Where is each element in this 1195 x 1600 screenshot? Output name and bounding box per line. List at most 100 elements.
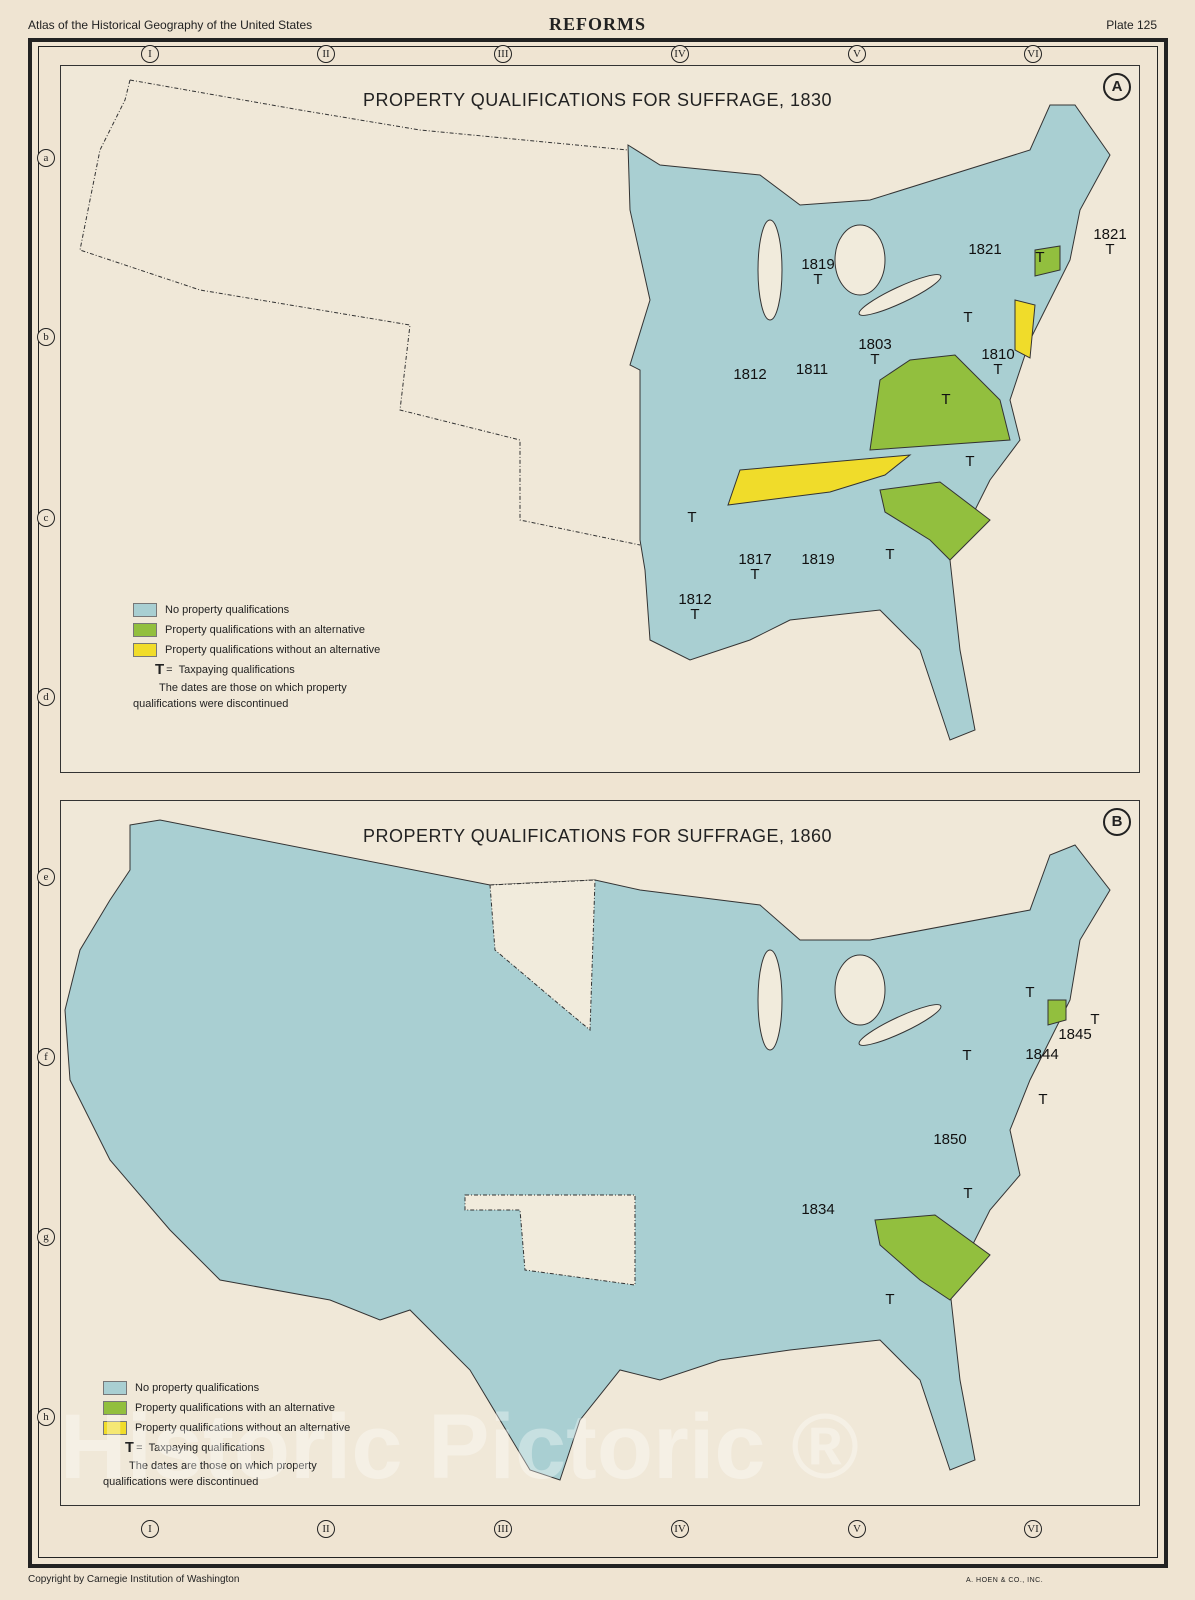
state-label: 1850 <box>933 1131 967 1148</box>
equals-sign: = <box>166 664 173 676</box>
south-carolina-with-alternative <box>879 481 991 561</box>
lake-huron-b <box>834 954 886 1026</box>
legend-taxpaying: T = Taxpaying qualifications <box>133 660 393 680</box>
lake-erie-b <box>858 1004 942 1046</box>
legend-swatch <box>133 603 157 617</box>
unorganized-dakota <box>489 879 596 1032</box>
state-label: T <box>885 546 895 563</box>
map-b-title: PROPERTY QUALIFICATIONS FOR SUFFRAGE, 18… <box>362 826 833 846</box>
virginia-with-alternative <box>869 354 1011 451</box>
state-label: 1821 <box>968 241 1002 258</box>
legend-label: Property qualifications without an alter… <box>135 1422 351 1434</box>
map-a-geography <box>79 79 1111 741</box>
inner-frame <box>38 46 1158 1558</box>
column-marker: V <box>848 1520 866 1538</box>
column-marker: III <box>494 1520 512 1538</box>
legend-item: No property qualifications <box>133 600 393 620</box>
legend-label: Property qualifications with an alternat… <box>135 1402 335 1414</box>
state-label: 1821 T <box>1093 226 1127 258</box>
state-label: 1819 T <box>801 256 835 288</box>
equals-sign: = <box>136 1442 143 1454</box>
state-label: T <box>962 1047 972 1064</box>
row-marker: d <box>37 688 55 706</box>
lake-michigan-b <box>757 949 783 1051</box>
legend-item: Property qualifications with an alternat… <box>103 1398 363 1418</box>
state-label: 1812 <box>733 366 767 383</box>
connecticut-with-alternative <box>1034 245 1061 277</box>
legend-label: Taxpaying qualifications <box>148 1442 265 1454</box>
atlas-name: Atlas of the Historical Geography of the… <box>28 18 313 32</box>
legend-swatch <box>133 643 157 657</box>
row-marker: b <box>37 328 55 346</box>
legend-a: No property qualifications Property quali… <box>133 600 393 712</box>
state-label: 1834 <box>801 1201 835 1218</box>
column-marker: V <box>848 45 866 63</box>
copyright: Copyright by Carnegie Institution of Was… <box>28 1574 240 1585</box>
tennessee-without-alternative <box>727 454 912 506</box>
row-marker: e <box>37 868 55 886</box>
column-marker: IV <box>671 45 689 63</box>
plate-title: REFORMS <box>549 14 646 34</box>
legend-note: The dates are those on which property qu… <box>133 682 347 710</box>
legend-swatch <box>103 1401 127 1415</box>
state-label: T <box>963 309 973 326</box>
legend-b: No property qualifications Property quali… <box>103 1378 363 1490</box>
row-marker: f <box>37 1048 55 1066</box>
state-label: 1817 T <box>738 551 772 583</box>
state-label: 1845 <box>1058 1026 1092 1043</box>
legend-taxpaying: T = Taxpaying qualifications <box>103 1438 363 1458</box>
map-b-letter: B <box>1103 808 1131 836</box>
row-marker: g <box>37 1228 55 1246</box>
outer-frame <box>28 38 1168 1568</box>
legend-item: Property qualifications without an alter… <box>133 640 393 660</box>
legend-swatch <box>133 623 157 637</box>
lake-michigan <box>757 219 783 321</box>
printer-credit: A. HOEN & CO., INC. <box>966 1577 1044 1584</box>
row-marker: h <box>37 1408 55 1426</box>
column-marker: II <box>317 45 335 63</box>
watermark: Historic Pictoric ® <box>60 1396 859 1498</box>
state-label: T <box>963 1185 973 1202</box>
map-b-geography <box>64 819 1111 1481</box>
legend-label: No property qualifications <box>165 604 290 616</box>
state-label: T <box>687 509 697 526</box>
state-label: 1812 T <box>678 591 712 623</box>
state-label: 1810 T <box>981 346 1015 378</box>
map-a-letter: A <box>1103 73 1131 101</box>
column-marker: VI <box>1024 45 1042 63</box>
indian-territory <box>464 1194 636 1286</box>
column-marker: III <box>494 45 512 63</box>
state-label: 1803 T <box>858 336 892 368</box>
t-symbol: T <box>125 1439 135 1456</box>
rhode-island-with-alternative <box>1047 999 1067 1026</box>
state-label: T <box>1090 1011 1100 1028</box>
legend-swatch <box>103 1381 127 1395</box>
column-marker: I <box>141 1520 159 1538</box>
column-marker: I <box>141 45 159 63</box>
region-no-qualifications <box>627 104 1111 741</box>
lake-huron <box>834 224 886 296</box>
map-a-title: PROPERTY QUALIFICATIONS FOR SUFFRAGE, 18… <box>362 90 833 110</box>
legend-note: The dates are those on which property qu… <box>103 1460 317 1488</box>
column-marker: VI <box>1024 1520 1042 1538</box>
new-jersey-without-alternative <box>1014 299 1036 359</box>
legend-label: Property qualifications without an alter… <box>165 644 381 656</box>
row-marker: a <box>37 149 55 167</box>
legend-item: Property qualifications without an alter… <box>103 1418 363 1438</box>
column-marker: IV <box>671 1520 689 1538</box>
state-label: T <box>1035 249 1045 266</box>
western-boundary-1830 <box>79 79 641 546</box>
lake-erie <box>858 274 942 316</box>
state-label: T <box>965 453 975 470</box>
legend-item: Property qualifications with an alternat… <box>133 620 393 640</box>
state-label: 1844 <box>1025 1046 1059 1063</box>
row-marker: c <box>37 509 55 527</box>
legend-item: No property qualifications <box>103 1378 363 1398</box>
northern-boundary-1830 <box>129 79 629 151</box>
t-symbol: T <box>155 661 165 678</box>
state-label: 1811 <box>795 361 829 378</box>
legend-label: Property qualifications with an alternat… <box>165 624 365 636</box>
state-label: T <box>885 1291 895 1308</box>
legend-label: Taxpaying qualifications <box>178 664 295 676</box>
